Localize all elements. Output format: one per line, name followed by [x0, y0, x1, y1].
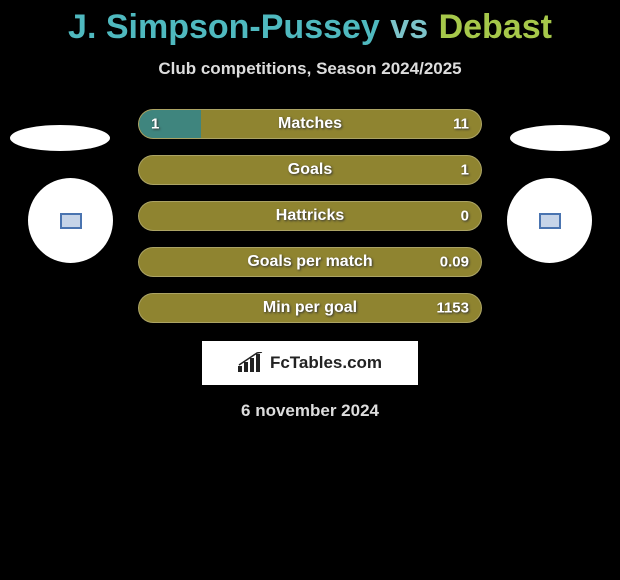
bar-row-goals: Goals 1: [138, 155, 482, 185]
bar-row-min-per-goal: Min per goal 1153: [138, 293, 482, 323]
bar-row-hattricks: Hattricks 0: [138, 201, 482, 231]
bar-value-right: 0.09: [440, 254, 469, 271]
bar-row-matches: 1 Matches 11: [138, 109, 482, 139]
player2-flag-ellipse: [510, 125, 610, 151]
bar-value-right: 1153: [436, 300, 469, 317]
title-player1: J. Simpson-Pussey: [68, 8, 380, 46]
bar-label: Hattricks: [276, 207, 344, 225]
bar-value-right: 11: [453, 116, 469, 133]
bar-chart-icon: [238, 352, 264, 374]
bar-value-left: 1: [151, 116, 159, 133]
comparison-bars: 1 Matches 11 Goals 1 Hattricks 0 Goals p…: [138, 109, 482, 323]
player1-club-badge: [28, 178, 113, 263]
bar-row-goals-per-match: Goals per match 0.09: [138, 247, 482, 277]
subtitle: Club competitions, Season 2024/2025: [0, 59, 620, 79]
bar-label: Goals per match: [247, 253, 372, 271]
badge-placeholder-icon: [60, 213, 82, 229]
bar-label: Matches: [278, 115, 342, 133]
title-vs: vs: [390, 8, 428, 46]
bar-value-right: 1: [461, 162, 469, 179]
bar-value-right: 0: [461, 208, 469, 225]
badge-placeholder-icon: [539, 213, 561, 229]
bar-label: Min per goal: [263, 299, 357, 317]
player2-club-badge: [507, 178, 592, 263]
bar-label: Goals: [288, 161, 332, 179]
bar-left-fill: [139, 110, 201, 138]
title-row: J. Simpson-Pussey vs Debast: [0, 0, 620, 47]
fctables-logo: FcTables.com: [202, 341, 418, 385]
logo-text: FcTables.com: [270, 353, 382, 373]
date-text: 6 november 2024: [0, 401, 620, 421]
player1-flag-ellipse: [10, 125, 110, 151]
title-player2: Debast: [439, 8, 552, 46]
